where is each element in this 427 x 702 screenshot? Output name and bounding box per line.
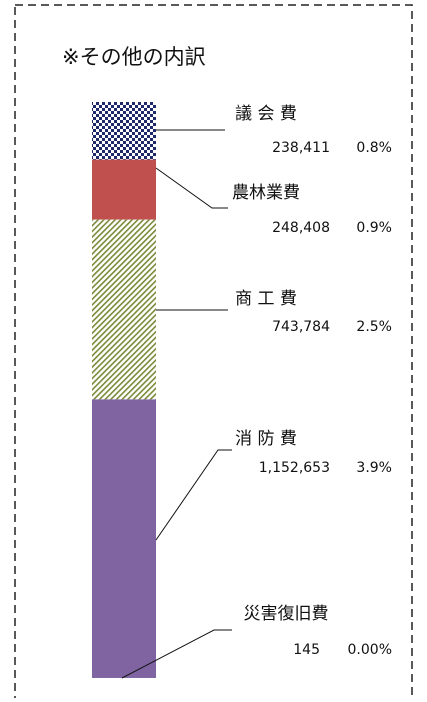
frame: [15, 5, 412, 698]
bar-segment: [92, 399, 156, 678]
percent-label: 2.5%: [356, 319, 392, 335]
category-label: 災害復旧費: [244, 604, 329, 624]
bar-segment: [92, 220, 156, 400]
category-label: 議 会 費: [235, 104, 297, 124]
percent-label: 0.9%: [356, 220, 392, 236]
value-label: 248,408: [272, 220, 330, 236]
percent-label: 3.9%: [356, 460, 392, 476]
bar-segment: [92, 102, 156, 160]
value-label: 238,411: [272, 140, 330, 156]
value-label: 743,784: [272, 319, 330, 335]
percent-label: 0.8%: [356, 140, 392, 156]
category-label: 消 防 費: [235, 429, 297, 449]
leader-line: [156, 168, 228, 208]
value-label: 145: [293, 642, 320, 658]
leader-line: [156, 450, 232, 540]
chart-title: ※その他の内訳: [62, 45, 206, 69]
value-label: 1,152,653: [259, 460, 330, 476]
category-label: 商 工 費: [235, 289, 297, 309]
bar-segment: [92, 160, 156, 220]
category-label: 農林業費: [232, 183, 300, 203]
percent-label: 0.00%: [348, 642, 392, 658]
